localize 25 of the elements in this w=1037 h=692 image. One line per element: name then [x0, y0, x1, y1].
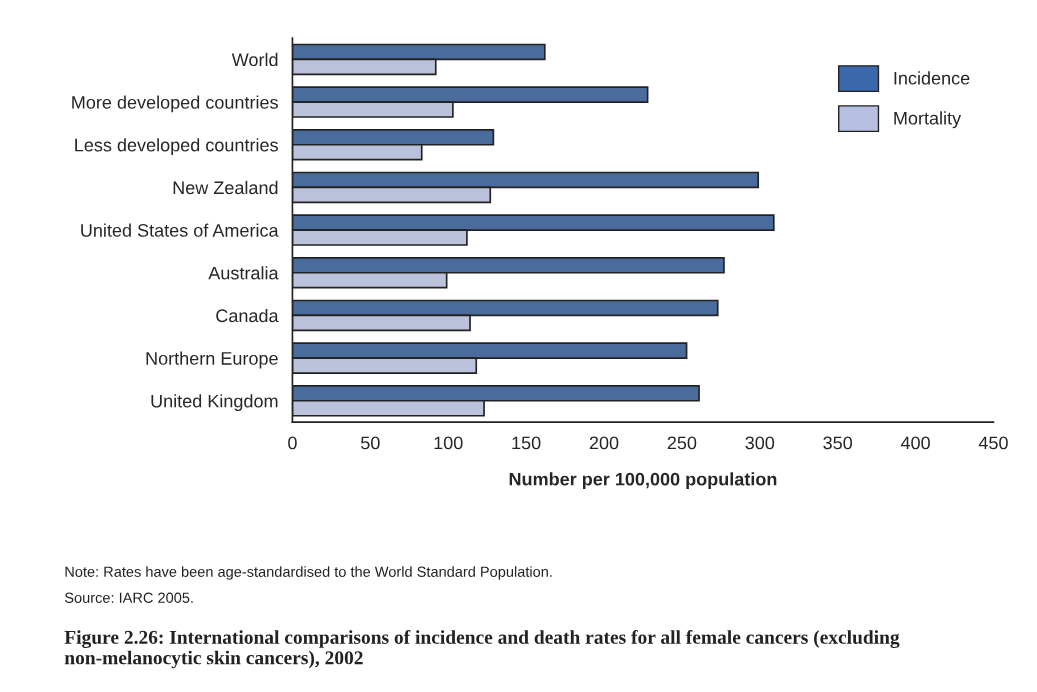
x-tick-label: 50 [361, 436, 380, 450]
x-tick-label: 450 [978, 436, 1008, 450]
source-note: Source: IARC 2005. [64, 592, 193, 603]
x-tick-label: 400 [900, 436, 930, 450]
y-tick-label: Australia [208, 266, 279, 280]
legend-label: Incidence [894, 71, 970, 85]
y-tick-label: Canada [216, 308, 279, 323]
y-tick-label: Northern Europe [146, 351, 278, 369]
y-tick-label: More developed countries [72, 95, 278, 113]
x-tick-label: 100 [434, 436, 463, 450]
legend-label: Mortality [894, 111, 962, 129]
y-tick-label: New Zealand [173, 180, 278, 195]
x-tick-label: 350 [823, 436, 853, 450]
x-tick-label: 0 [288, 436, 297, 450]
text: Figure 2.26: International comparisons of incidence and death rates for all female cancers (excluding non-melanocytic skin cancers), 2002 [64, 630, 900, 669]
y-tick-label: Less developed countries [75, 138, 278, 156]
x-axis-title: Number per 100,000 population [509, 472, 777, 490]
x-tick-label: 250 [667, 436, 697, 450]
y-tick-label: World [231, 52, 278, 67]
y-tick-label: United Kingdom [151, 394, 278, 412]
x-tick-label: 300 [745, 436, 775, 450]
y-tick-label: United States of America [81, 223, 279, 237]
x-tick-label: 200 [589, 436, 619, 450]
x-tick-label: 150 [512, 436, 541, 450]
text: Note: Rates have been age-standardised to the World Standard Population. [65, 566, 552, 580]
